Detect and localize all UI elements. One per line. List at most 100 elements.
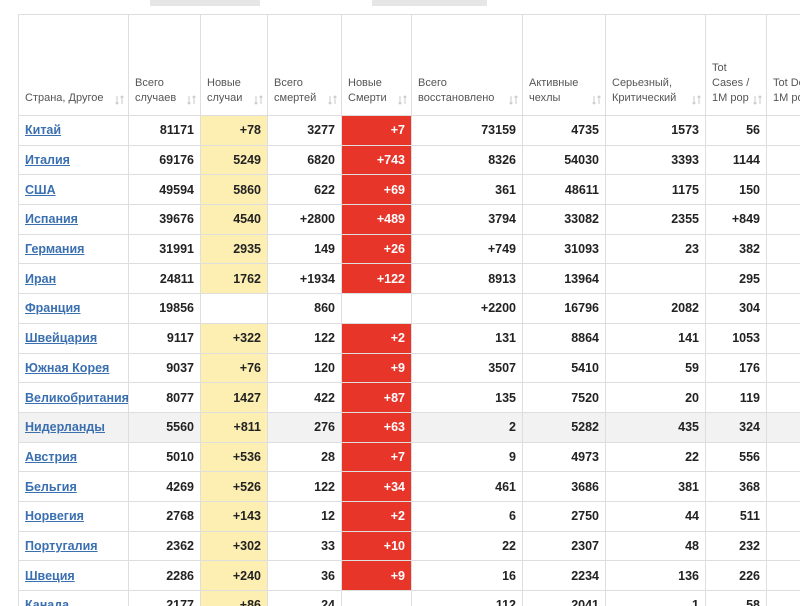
table-cell: 8913 — [411, 263, 523, 295]
column-header[interactable]: Всего смертей — [267, 14, 342, 116]
column-header[interactable]: Новые случаи — [200, 14, 268, 116]
country-link[interactable]: Норвегия — [25, 509, 84, 524]
table-cell: 2234 — [522, 560, 606, 591]
table-cell: 5860 — [200, 174, 268, 206]
country-link[interactable]: Австрия — [25, 449, 78, 464]
column-header[interactable]: Всего восстановлено — [411, 14, 523, 116]
table-body: Китай 81171 +78 3277 +7 73159 4735 1573 56 Италия… — [18, 115, 800, 606]
cell-value: 12 — [321, 509, 335, 524]
cell-value: 9117 — [166, 331, 194, 346]
table-cell: +489 — [341, 204, 412, 235]
table-cell: США — [18, 174, 129, 206]
table-cell: +143 — [200, 500, 268, 532]
country-link[interactable]: Иран — [25, 271, 57, 286]
country-link[interactable]: Китай — [25, 123, 62, 138]
cell-value: +322 — [232, 331, 261, 346]
cell-value: 141 — [678, 331, 699, 346]
table-cell: Иран — [18, 263, 129, 295]
cell-value: 1573 — [671, 123, 699, 138]
country-link[interactable]: США — [25, 182, 56, 197]
table-row: Германия 31991 2935 149 +26 +749 31093 23 382 — [18, 233, 800, 265]
country-link[interactable]: Швеция — [25, 568, 75, 583]
table-row: Швеция 2286 +240 36 +9 16 2234 136 226 — [18, 560, 800, 591]
cell-value: 2768 — [166, 509, 194, 524]
cell-value: 36 — [321, 568, 335, 583]
cell-value: 112 — [495, 598, 516, 606]
table-cell: 435 — [605, 411, 706, 443]
country-link[interactable]: Италия — [25, 153, 70, 168]
cell-value: 120 — [314, 360, 335, 375]
country-link[interactable]: Германия — [25, 242, 85, 257]
country-link[interactable]: Испания — [25, 212, 78, 227]
table-cell: 44 — [605, 500, 706, 532]
table-cell: 49594 — [128, 174, 201, 206]
sort-icon — [753, 95, 762, 105]
table-cell: 1144 — [705, 144, 767, 176]
column-header[interactable]: Страна, Другое — [18, 14, 129, 116]
cell-value: 5282 — [571, 420, 599, 435]
cell-value: 33082 — [564, 212, 599, 227]
column-header[interactable]: Активные чехлы — [522, 14, 606, 116]
country-link[interactable]: Швейцария — [25, 331, 98, 346]
table-cell: 112 — [411, 590, 523, 606]
cell-value: 4269 — [166, 479, 194, 494]
cell-value: 622 — [314, 182, 335, 197]
table-cell — [341, 590, 412, 606]
data-table: Страна, Другое Всего случаев Новые случаи В… — [18, 14, 800, 606]
column-header[interactable]: Серьезный, Критический — [605, 14, 706, 116]
column-header[interactable]: Новые Смерти — [341, 14, 412, 116]
cell-value: +69 — [383, 182, 405, 197]
table-cell: 24811 — [128, 263, 201, 295]
table-cell: 28 — [267, 441, 342, 473]
cell-value: 9 — [509, 449, 516, 464]
table-cell: Италия — [18, 144, 129, 176]
table-cell: +302 — [200, 530, 268, 562]
cell-value: 2935 — [233, 242, 261, 257]
table-row: Австрия 5010 +536 28 +7 9 4973 22 556 — [18, 441, 800, 473]
cell-value: 232 — [739, 538, 760, 553]
cell-value: 1144 — [732, 153, 760, 168]
cell-value: 24811 — [159, 271, 194, 286]
table-cell: 276 — [267, 411, 342, 443]
table-cell: 381 — [605, 471, 706, 502]
table-cell: 5010 — [128, 441, 201, 473]
country-link[interactable]: Франция — [25, 301, 81, 316]
header-text: Страна, Другое — [25, 92, 104, 104]
country-link[interactable]: Великобритания — [25, 390, 129, 405]
table-cell: Нидерланды — [18, 411, 129, 443]
column-header[interactable]: Tot Deaths / 1M pop — [766, 14, 800, 116]
table-cell — [766, 322, 800, 354]
cell-value: 3686 — [571, 479, 599, 494]
sort-icon — [509, 95, 518, 105]
cell-value: 461 — [495, 479, 516, 494]
table-cell: 368 — [705, 471, 767, 502]
cell-value: 16 — [502, 568, 516, 583]
table-cell: 361 — [411, 174, 523, 206]
cell-value: 8326 — [488, 153, 516, 168]
table-cell — [766, 233, 800, 265]
cell-value: +749 — [487, 242, 516, 257]
table-cell: 33082 — [522, 204, 606, 235]
cell-value: +10 — [383, 538, 405, 553]
table-cell: Австрия — [18, 441, 129, 473]
cell-value: 511 — [739, 509, 760, 524]
country-link[interactable]: Нидерланды — [25, 420, 105, 435]
table-cell: 54030 — [522, 144, 606, 176]
country-link[interactable]: Бельгия — [25, 479, 77, 494]
column-header[interactable]: Всего случаев — [128, 14, 201, 116]
table-cell: 232 — [705, 530, 767, 562]
table-cell: +749 — [411, 233, 523, 265]
country-link[interactable]: Южная Корея — [25, 360, 110, 375]
country-link[interactable]: Португалия — [25, 538, 98, 553]
header-text: Всего случаев — [135, 77, 177, 104]
column-header[interactable]: Tot Cases / 1M pop — [705, 14, 767, 116]
table-cell: +1934 — [267, 263, 342, 295]
cell-value: 361 — [495, 182, 516, 197]
table-cell: 73159 — [411, 115, 523, 146]
cell-value: 368 — [739, 479, 760, 494]
table-cell: 6820 — [267, 144, 342, 176]
cell-value: 131 — [495, 331, 516, 346]
cell-value: 2 — [509, 420, 516, 435]
country-link[interactable]: Канада — [25, 598, 70, 606]
table-cell: 5282 — [522, 411, 606, 443]
